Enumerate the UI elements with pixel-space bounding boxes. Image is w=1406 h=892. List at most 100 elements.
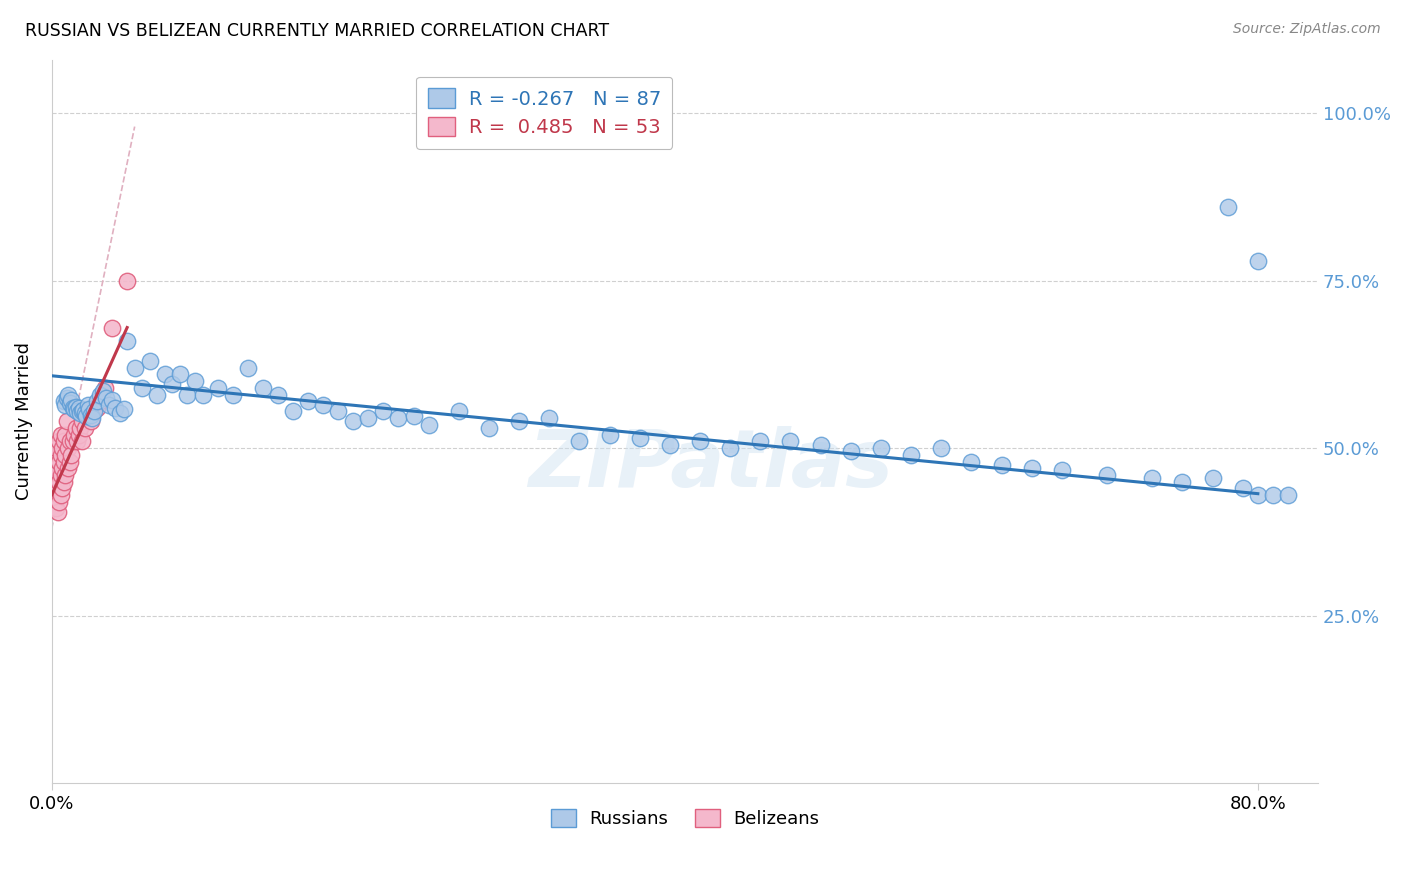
Point <box>139 354 162 368</box>
Point <box>990 458 1012 472</box>
Point <box>447 404 470 418</box>
Point <box>48 454 70 468</box>
Point <box>70 414 93 428</box>
Point <box>1232 481 1254 495</box>
Point <box>67 401 90 415</box>
Point <box>44 494 66 508</box>
Point <box>45 461 67 475</box>
Point <box>86 394 108 409</box>
Point <box>929 441 952 455</box>
Point <box>328 404 350 418</box>
Point <box>83 401 105 415</box>
Point <box>79 402 101 417</box>
Point <box>93 381 115 395</box>
Point <box>312 398 335 412</box>
Point <box>62 434 84 449</box>
Point <box>387 411 409 425</box>
Point <box>52 394 75 409</box>
Point <box>124 360 146 375</box>
Point <box>169 368 191 382</box>
Point <box>45 441 67 455</box>
Point <box>70 404 93 418</box>
Point <box>236 360 259 375</box>
Point <box>281 404 304 418</box>
Point <box>63 427 86 442</box>
Point <box>870 441 893 455</box>
Point <box>207 381 229 395</box>
Point <box>176 387 198 401</box>
Point <box>1021 461 1043 475</box>
Point <box>252 381 274 395</box>
Point <box>44 471 66 485</box>
Point <box>101 392 124 407</box>
Point <box>1247 253 1270 268</box>
Point <box>65 421 87 435</box>
Point <box>56 391 79 405</box>
Point <box>91 384 114 399</box>
Point <box>53 448 76 462</box>
Point <box>52 475 75 489</box>
Point <box>599 427 621 442</box>
Point <box>63 402 86 417</box>
Point <box>77 398 100 412</box>
Point <box>115 334 138 348</box>
Point <box>83 404 105 418</box>
Point <box>73 421 96 435</box>
Point <box>960 454 983 468</box>
Point <box>73 406 96 420</box>
Point <box>357 411 380 425</box>
Point <box>1201 471 1223 485</box>
Point <box>59 395 82 409</box>
Point <box>51 461 73 475</box>
Point <box>297 394 319 409</box>
Point <box>62 401 84 415</box>
Point <box>48 475 70 489</box>
Point <box>42 467 65 482</box>
Point <box>115 274 138 288</box>
Point <box>1247 488 1270 502</box>
Point <box>221 387 243 401</box>
Point <box>478 421 501 435</box>
Point <box>689 434 711 449</box>
Point <box>718 441 741 455</box>
Point <box>101 320 124 334</box>
Point <box>1050 462 1073 476</box>
Point <box>67 427 90 442</box>
Point <box>49 427 72 442</box>
Point <box>82 411 104 425</box>
Point <box>69 421 91 435</box>
Point <box>1095 467 1118 482</box>
Point <box>42 488 65 502</box>
Point <box>402 409 425 423</box>
Point <box>86 401 108 415</box>
Legend: Russians, Belizeans: Russians, Belizeans <box>544 802 827 836</box>
Point <box>46 465 69 479</box>
Point <box>48 434 70 449</box>
Point <box>58 441 80 455</box>
Point <box>60 392 83 407</box>
Point <box>94 391 117 405</box>
Point <box>49 488 72 502</box>
Text: Source: ZipAtlas.com: Source: ZipAtlas.com <box>1233 22 1381 37</box>
Text: ZIPatlas: ZIPatlas <box>527 425 893 504</box>
Point <box>46 505 69 519</box>
Point <box>52 434 75 449</box>
Point <box>628 431 651 445</box>
Point <box>779 434 801 449</box>
Point <box>1171 475 1194 489</box>
Point <box>65 400 87 414</box>
Point <box>1261 488 1284 502</box>
Point <box>53 467 76 482</box>
Point <box>749 434 772 449</box>
Point <box>51 481 73 495</box>
Point <box>568 434 591 449</box>
Point <box>418 417 440 432</box>
Point <box>53 398 76 412</box>
Point <box>69 406 91 420</box>
Point <box>191 387 214 401</box>
Point <box>56 414 79 428</box>
Point <box>59 454 82 468</box>
Point <box>1142 471 1164 485</box>
Point <box>51 441 73 455</box>
Point <box>44 448 66 462</box>
